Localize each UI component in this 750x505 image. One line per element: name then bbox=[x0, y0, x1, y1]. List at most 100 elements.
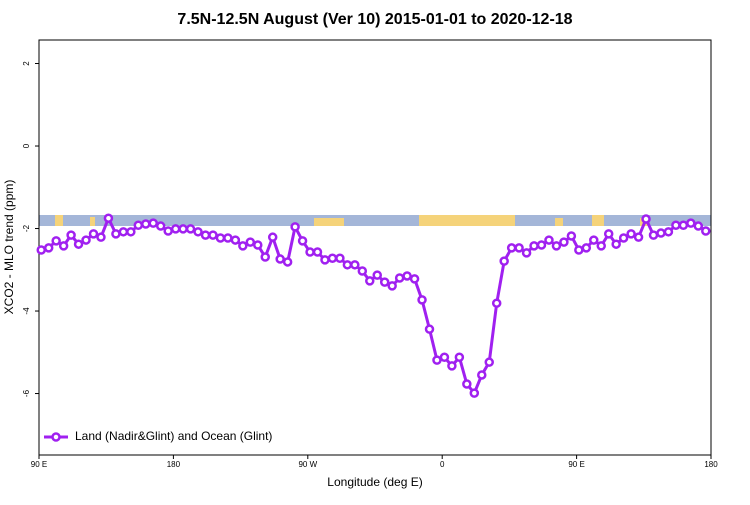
data-point bbox=[238, 241, 248, 251]
x-tick-label: 0 bbox=[440, 460, 445, 469]
data-point bbox=[656, 228, 666, 238]
data-point bbox=[66, 230, 76, 240]
data-point bbox=[521, 248, 532, 258]
data-point bbox=[297, 236, 308, 246]
data-point bbox=[462, 379, 472, 389]
y-axis-label: XCO2 - MLO trend (ppm) bbox=[2, 180, 16, 315]
legend-label: Land (Nadir&Glint) and Ocean (Glint) bbox=[75, 429, 272, 443]
data-point bbox=[581, 243, 592, 253]
data-point bbox=[133, 220, 144, 230]
data-point bbox=[618, 233, 629, 243]
data-point bbox=[170, 224, 181, 234]
legend-marker bbox=[51, 432, 61, 442]
data-point bbox=[439, 352, 450, 362]
data-point bbox=[491, 298, 502, 308]
data-point bbox=[551, 241, 562, 251]
data-point bbox=[36, 245, 46, 255]
series-line bbox=[40, 214, 707, 397]
y-tick-label: -4 bbox=[22, 307, 31, 315]
data-point bbox=[103, 213, 114, 223]
plot-frame bbox=[38, 39, 712, 456]
data-point bbox=[215, 233, 226, 243]
data-point bbox=[282, 257, 293, 267]
data-point bbox=[357, 266, 368, 276]
data-point bbox=[253, 240, 263, 250]
data-point bbox=[305, 247, 315, 257]
data-point bbox=[312, 247, 323, 257]
data-point bbox=[379, 277, 390, 287]
land-patch bbox=[314, 218, 344, 226]
data-point bbox=[648, 230, 659, 240]
data-point bbox=[193, 227, 203, 237]
data-point bbox=[559, 237, 569, 247]
data-point bbox=[185, 224, 196, 234]
x-axis-label: Longitude (deg E) bbox=[327, 475, 422, 489]
data-point bbox=[611, 239, 621, 249]
data-point bbox=[484, 357, 494, 367]
data-point bbox=[432, 355, 442, 365]
x-tick-label: 90 E bbox=[31, 460, 47, 469]
data-point bbox=[73, 239, 84, 249]
data-point bbox=[693, 221, 704, 231]
data-point bbox=[335, 253, 345, 263]
data-point bbox=[529, 241, 539, 251]
data-point bbox=[88, 229, 99, 239]
y-tick-label: -2 bbox=[22, 224, 31, 232]
data-point bbox=[394, 273, 405, 283]
data-point bbox=[96, 232, 106, 242]
land-patch bbox=[592, 215, 604, 226]
data-point bbox=[290, 222, 300, 232]
data-point bbox=[671, 220, 681, 230]
data-point bbox=[663, 227, 674, 237]
data-point bbox=[499, 256, 509, 266]
data-point bbox=[514, 243, 524, 253]
land-patch bbox=[555, 218, 563, 226]
data-point bbox=[327, 253, 338, 263]
data-point bbox=[454, 352, 465, 362]
y-tick-label: 2 bbox=[22, 61, 31, 66]
y-tick-label: 0 bbox=[22, 143, 31, 148]
data-point bbox=[686, 218, 696, 228]
land-patch bbox=[55, 215, 63, 226]
data-point bbox=[178, 224, 188, 234]
data-point bbox=[155, 221, 166, 231]
data-point bbox=[350, 260, 360, 270]
data-point bbox=[230, 235, 241, 245]
data-point bbox=[387, 281, 397, 291]
data-point bbox=[267, 232, 278, 242]
data-point bbox=[245, 237, 256, 247]
data-point bbox=[596, 241, 606, 251]
data-point bbox=[58, 241, 69, 251]
data-point bbox=[447, 361, 457, 371]
data-point bbox=[417, 295, 427, 305]
data-point bbox=[111, 229, 121, 239]
data-point bbox=[574, 245, 584, 255]
data-point bbox=[223, 233, 233, 243]
x-tick-label: 180 bbox=[167, 460, 181, 469]
data-point bbox=[566, 231, 577, 241]
y-tick-label: -6 bbox=[22, 389, 31, 397]
data-point bbox=[641, 214, 651, 224]
data-point bbox=[626, 229, 636, 239]
land-patch bbox=[90, 217, 95, 226]
data-point bbox=[603, 229, 614, 239]
data-point bbox=[633, 232, 644, 242]
data-point bbox=[163, 226, 173, 236]
data-point bbox=[506, 243, 517, 253]
data-point bbox=[424, 324, 435, 334]
data-point bbox=[402, 271, 412, 281]
ocean-strip bbox=[39, 215, 711, 226]
x-tick-label: 180 bbox=[704, 460, 718, 469]
data-point bbox=[536, 240, 547, 250]
data-point bbox=[469, 388, 480, 398]
data-point bbox=[544, 235, 554, 245]
data-point bbox=[200, 230, 211, 240]
data-point bbox=[43, 243, 54, 253]
data-point bbox=[51, 236, 61, 246]
data-point bbox=[81, 235, 91, 245]
data-point bbox=[409, 274, 420, 284]
data-point bbox=[701, 226, 711, 236]
data-point bbox=[372, 270, 382, 280]
data-point bbox=[141, 219, 151, 229]
